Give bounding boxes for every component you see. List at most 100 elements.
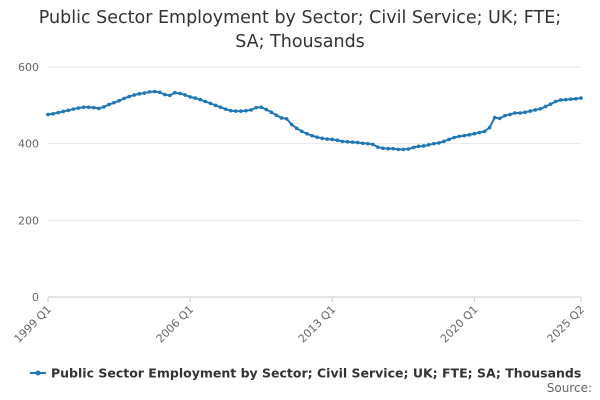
- data-point[interactable]: [173, 90, 177, 95]
- data-point[interactable]: [335, 138, 340, 143]
- data-point[interactable]: [411, 145, 416, 150]
- data-point[interactable]: [178, 91, 182, 96]
- data-point[interactable]: [234, 109, 238, 113]
- data-point[interactable]: [249, 108, 253, 112]
- data-point[interactable]: [355, 140, 360, 145]
- legend-marker-symbol[interactable]: [35, 370, 41, 376]
- data-point[interactable]: [442, 139, 446, 144]
- data-point[interactable]: [310, 133, 314, 138]
- data-point[interactable]: [487, 125, 492, 130]
- data-point[interactable]: [76, 106, 81, 110]
- data-point[interactable]: [162, 92, 167, 97]
- data-point[interactable]: [538, 106, 543, 111]
- data-point[interactable]: [193, 96, 198, 100]
- data-point[interactable]: [492, 115, 497, 120]
- data-point[interactable]: [132, 93, 137, 97]
- data-point[interactable]: [371, 142, 375, 147]
- data-point[interactable]: [340, 139, 345, 144]
- data-point[interactable]: [396, 147, 401, 152]
- data-point[interactable]: [198, 97, 203, 102]
- data-point[interactable]: [376, 145, 380, 149]
- data-point[interactable]: [66, 108, 71, 113]
- data-point[interactable]: [279, 116, 284, 120]
- data-point[interactable]: [513, 111, 517, 115]
- data-point[interactable]: [284, 116, 289, 121]
- data-point[interactable]: [548, 102, 553, 106]
- data-point[interactable]: [188, 95, 192, 99]
- data-point[interactable]: [289, 122, 294, 127]
- data-point[interactable]: [107, 102, 111, 107]
- data-point[interactable]: [183, 93, 187, 97]
- data-point[interactable]: [96, 106, 101, 111]
- data-point[interactable]: [91, 105, 96, 110]
- data-point[interactable]: [401, 147, 406, 152]
- data-point[interactable]: [56, 110, 60, 115]
- data-point[interactable]: [168, 93, 172, 98]
- data-point[interactable]: [213, 103, 218, 108]
- data-point[interactable]: [533, 108, 538, 112]
- data-point[interactable]: [350, 140, 355, 144]
- data-point[interactable]: [518, 111, 522, 115]
- data-point[interactable]: [61, 109, 66, 114]
- data-point[interactable]: [142, 91, 147, 95]
- data-point[interactable]: [569, 97, 573, 101]
- data-point[interactable]: [579, 96, 583, 100]
- data-point[interactable]: [381, 146, 385, 151]
- data-point[interactable]: [447, 137, 451, 142]
- data-point[interactable]: [543, 104, 548, 109]
- data-point[interactable]: [259, 105, 264, 110]
- data-point[interactable]: [508, 112, 512, 117]
- data-point[interactable]: [452, 135, 456, 140]
- data-point[interactable]: [528, 109, 533, 113]
- data-point[interactable]: [315, 135, 319, 139]
- data-point[interactable]: [523, 110, 527, 115]
- data-point[interactable]: [127, 94, 132, 99]
- data-point[interactable]: [300, 129, 304, 134]
- data-point[interactable]: [157, 90, 162, 95]
- legend-label[interactable]: Public Sector Employment by Sector; Civi…: [51, 366, 581, 381]
- data-point[interactable]: [51, 111, 55, 116]
- data-point[interactable]: [477, 130, 482, 135]
- data-point[interactable]: [122, 96, 126, 101]
- data-point[interactable]: [218, 105, 223, 110]
- data-point[interactable]: [421, 144, 426, 148]
- data-point[interactable]: [503, 113, 507, 118]
- legend[interactable]: Public Sector Employment by Sector; Civi…: [30, 366, 581, 381]
- data-point[interactable]: [482, 129, 487, 134]
- data-point[interactable]: [553, 99, 558, 104]
- data-point[interactable]: [360, 141, 365, 146]
- data-point[interactable]: [457, 134, 461, 139]
- data-point[interactable]: [325, 137, 329, 141]
- data-point[interactable]: [254, 105, 258, 110]
- data-point[interactable]: [386, 146, 390, 151]
- data-point[interactable]: [431, 141, 436, 146]
- data-point[interactable]: [81, 105, 86, 110]
- data-point[interactable]: [330, 137, 335, 142]
- data-point[interactable]: [223, 107, 228, 111]
- data-point[interactable]: [416, 144, 421, 149]
- data-point[interactable]: [274, 113, 279, 118]
- data-point[interactable]: [294, 126, 299, 131]
- data-point[interactable]: [147, 90, 152, 94]
- data-point[interactable]: [102, 105, 106, 109]
- data-point[interactable]: [244, 108, 248, 113]
- data-point[interactable]: [112, 100, 116, 105]
- data-point[interactable]: [320, 136, 324, 141]
- data-point[interactable]: [305, 131, 309, 136]
- data-point[interactable]: [472, 131, 477, 136]
- data-point[interactable]: [228, 108, 233, 113]
- data-point[interactable]: [391, 146, 395, 151]
- data-point[interactable]: [406, 147, 411, 151]
- data-point[interactable]: [462, 133, 467, 138]
- data-point[interactable]: [203, 99, 208, 104]
- data-point[interactable]: [239, 109, 243, 113]
- data-point[interactable]: [152, 89, 157, 94]
- data-point[interactable]: [137, 92, 142, 96]
- data-point[interactable]: [208, 101, 213, 106]
- data-point[interactable]: [366, 141, 370, 146]
- data-point[interactable]: [345, 139, 350, 144]
- data-point[interactable]: [467, 133, 472, 137]
- data-point[interactable]: [574, 97, 578, 101]
- data-point[interactable]: [86, 105, 91, 110]
- data-point[interactable]: [269, 110, 274, 115]
